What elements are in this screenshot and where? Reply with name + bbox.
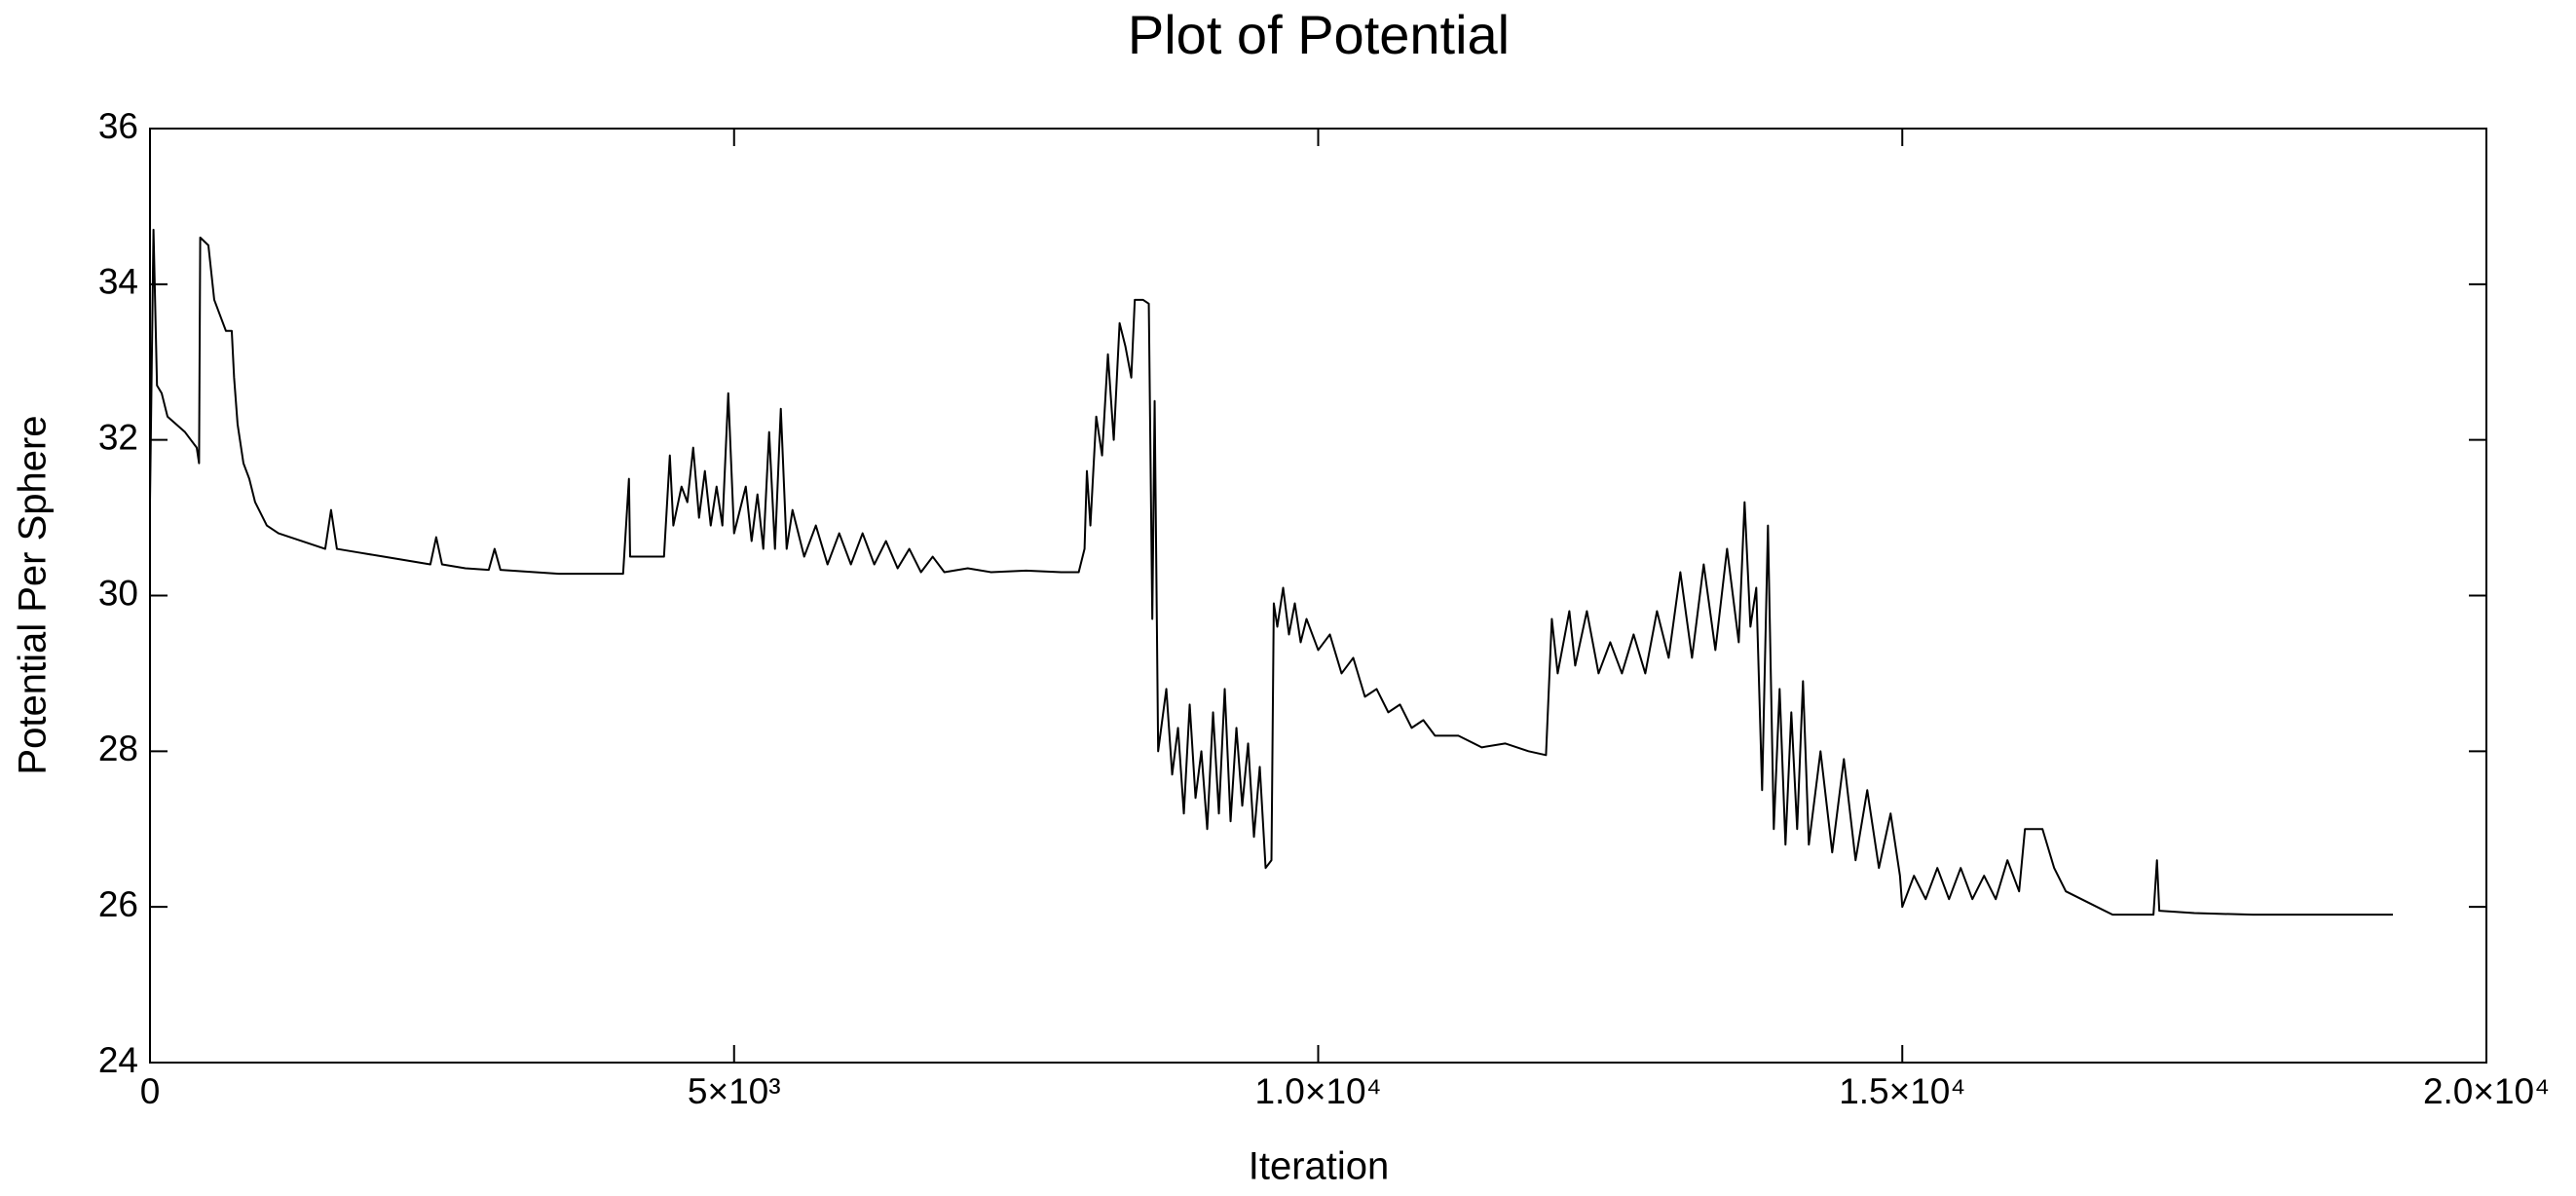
data-line bbox=[149, 228, 2394, 916]
x-axis-label: Iteration bbox=[1249, 1145, 1390, 1188]
x-tick-label: 2.0×10⁴ bbox=[2423, 1071, 2550, 1111]
chart-title: Plot of Potential bbox=[1128, 4, 1510, 65]
y-tick-label: 26 bbox=[98, 884, 138, 924]
y-tick-label: 28 bbox=[98, 729, 138, 768]
y-tick-label: 24 bbox=[98, 1040, 138, 1080]
x-tick-label: 0 bbox=[140, 1071, 161, 1111]
plot-frame bbox=[149, 128, 2487, 1064]
y-tick-label: 32 bbox=[98, 417, 138, 457]
x-tick-label: 1.5×10⁴ bbox=[1839, 1071, 1965, 1111]
y-tick-label: 36 bbox=[98, 106, 138, 146]
y-tick-label: 30 bbox=[98, 573, 138, 613]
x-tick-label: 5×10³ bbox=[688, 1071, 781, 1111]
x-tick-label: 1.0×10⁴ bbox=[1254, 1071, 1381, 1111]
y-axis-label: Potential Per Sphere bbox=[12, 415, 55, 774]
y-tick-label: 34 bbox=[98, 262, 138, 302]
